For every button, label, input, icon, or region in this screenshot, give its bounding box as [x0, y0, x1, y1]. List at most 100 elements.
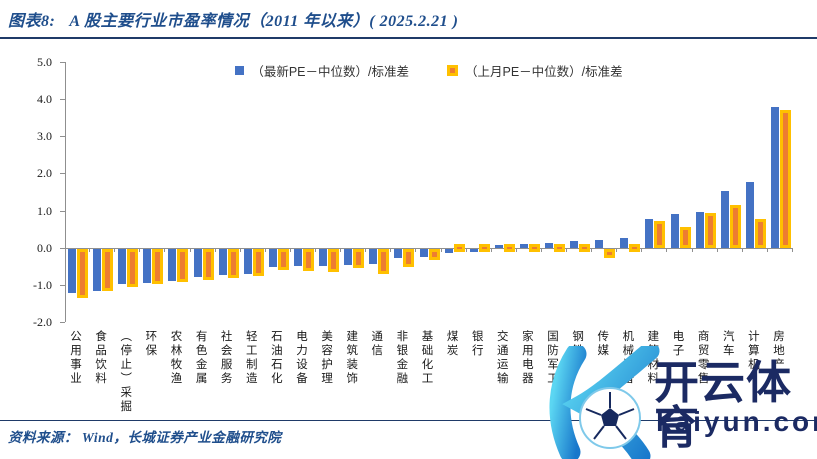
y-tick-label: 2.0 [37, 166, 52, 181]
bar-latest [545, 242, 554, 248]
x-category-label: 美容护理 [320, 330, 333, 386]
legend-marker-prev-icon [447, 65, 458, 76]
bar-prev [378, 248, 390, 274]
x-tick [440, 248, 442, 252]
y-tick [60, 136, 65, 138]
bar-latest [494, 245, 503, 248]
x-category-label: 商贸零售 [696, 330, 709, 386]
x-tick [315, 248, 317, 252]
bar-prev [202, 248, 214, 280]
bar-latest [695, 212, 704, 248]
x-tick [239, 248, 241, 252]
bar-latest [68, 248, 77, 294]
x-tick [741, 248, 743, 252]
watermark-domain: kaiyun.com [656, 406, 817, 437]
x-tick [390, 248, 392, 252]
y-tick-label: 4.0 [37, 92, 52, 107]
x-tick [515, 248, 517, 252]
bar-prev [654, 220, 666, 248]
x-tick [340, 248, 342, 252]
bar-latest [394, 248, 403, 259]
bar-latest [469, 248, 478, 252]
bar-latest [570, 240, 579, 248]
x-category-label: 房地产 [771, 330, 784, 372]
bar-latest [344, 248, 353, 265]
x-category-label: （停止）采掘 [119, 330, 132, 414]
bar-prev [328, 248, 340, 273]
bar-latest [118, 248, 127, 285]
x-category-label: 电子 [671, 330, 684, 358]
x-tick [289, 248, 291, 252]
x-tick [691, 248, 693, 252]
bar-prev [277, 248, 289, 271]
bar-latest [720, 190, 729, 248]
watermark: 开云体育 kaiyun.com [538, 346, 817, 459]
plot-area [60, 62, 793, 323]
x-category-label: 基础化工 [420, 330, 433, 386]
x-tick [465, 248, 467, 252]
x-axis-labels: 公用事业 食品饮料 （停止）采掘 环保 农林牧渔 有色金属 社会服务 轻工制造 石油石化 电力设备… [65, 330, 793, 434]
x-category-label: 银行 [470, 330, 483, 358]
chart-title: 图表8: A 股主要行业市盈率情况（2011 年以来）( 2025.2.21 ) [8, 7, 458, 31]
bar-latest [218, 248, 227, 275]
x-tick [641, 248, 643, 252]
legend-marker-latest-icon [235, 66, 245, 75]
k-logo-left-stroke [549, 346, 587, 459]
bar-latest [143, 248, 152, 283]
bar-prev [428, 248, 440, 261]
y-tick-label: 5.0 [37, 55, 52, 69]
x-tick [214, 248, 216, 252]
bar-prev [579, 243, 591, 252]
x-category-label: 计算机 [746, 330, 759, 372]
y-tick-label: -2.0 [33, 315, 52, 329]
x-tick [591, 248, 593, 252]
bar-latest [93, 248, 102, 291]
bar-latest [268, 248, 277, 268]
x-category-label: 建筑装饰 [345, 330, 358, 386]
bar-latest [745, 182, 754, 248]
bar-prev [177, 248, 189, 283]
x-category-label: 汽车 [721, 330, 734, 358]
bar-prev [152, 248, 164, 284]
x-tick [164, 248, 166, 252]
bar-latest [293, 248, 302, 267]
x-tick [490, 248, 492, 252]
legend: （最新PE－中位数）/标准差 （上月PE－中位数）/标准差 [65, 61, 793, 80]
y-axis-line [65, 62, 66, 322]
x-tick [616, 248, 618, 252]
chart-title-prefix: 图表8: [8, 13, 56, 30]
bar-latest [419, 248, 428, 257]
y-tick-label: 0.0 [37, 240, 52, 255]
x-category-label: 煤炭 [445, 330, 458, 358]
bar-latest [670, 214, 679, 248]
x-category-label: 公用事业 [69, 330, 82, 386]
y-tick [60, 173, 65, 175]
x-category-label: 轻工制造 [244, 330, 257, 386]
x-category-label: 环保 [144, 330, 157, 358]
bar-latest [444, 248, 453, 253]
y-tick-label: 3.0 [37, 129, 52, 144]
soccer-ball-icon [579, 387, 641, 449]
bar-latest [168, 248, 177, 281]
bar-prev [754, 218, 766, 248]
bar-prev [127, 248, 139, 288]
bar-latest [770, 107, 779, 248]
bar-latest [620, 238, 629, 248]
bar-prev [302, 248, 314, 271]
x-category-label: 非银金融 [395, 330, 408, 386]
legend-item-latest: （最新PE－中位数）/标准差 [235, 61, 409, 80]
x-tick [89, 248, 91, 252]
bar-prev [252, 248, 264, 277]
bar-prev [227, 248, 239, 279]
y-tick [60, 210, 65, 212]
x-category-label: 石油石化 [269, 330, 282, 386]
x-category-label: 交通运输 [495, 330, 508, 386]
x-category-label: 农林牧渔 [169, 330, 182, 386]
bar-latest [193, 248, 202, 278]
x-tick [540, 248, 542, 252]
y-tick [60, 99, 65, 101]
x-tick [189, 248, 191, 252]
bar-prev [478, 243, 490, 252]
x-category-label: 食品饮料 [94, 330, 107, 386]
x-tick [365, 248, 367, 252]
